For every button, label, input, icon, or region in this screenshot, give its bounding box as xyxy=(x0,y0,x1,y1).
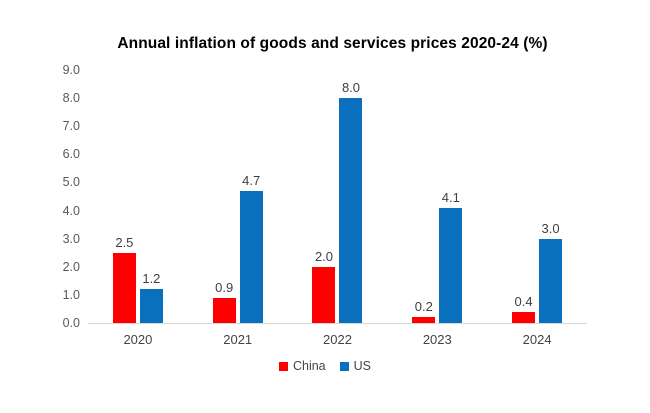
bar-group-2024: 0.4 3.0 xyxy=(487,70,587,323)
bar-china-2021 xyxy=(212,297,236,323)
y-axis-tick-label: 9.0 xyxy=(62,63,80,77)
data-label-us-2020: 1.2 xyxy=(142,271,161,287)
data-label-china-2021: 0.9 xyxy=(215,279,234,295)
y-axis-tick-label: 1.0 xyxy=(62,287,80,302)
bar-china-2020 xyxy=(112,252,136,323)
bar-group-2023: 0.2 4.1 xyxy=(387,70,487,323)
bar-wrap-china-2021: 0.9 xyxy=(212,279,236,323)
chart-title: Annual inflation of goods and services p… xyxy=(117,35,548,52)
bar-us-2023 xyxy=(439,207,463,323)
y-axis-tick-label: 8.0 xyxy=(62,91,80,106)
y-axis-tick-label: 4.0 xyxy=(62,203,80,218)
x-axis-label-2024: 2024 xyxy=(522,332,552,347)
x-axis: 2020 2021 2022 2023 2024 xyxy=(88,332,587,347)
bar-wrap-china-2020: 2.5 xyxy=(112,234,136,323)
legend-label-china: China xyxy=(292,359,326,373)
bar-us-2024 xyxy=(539,238,563,323)
data-label-china-2022: 2.0 xyxy=(314,248,334,264)
bar-wrap-china-2023: 0.2 xyxy=(412,299,436,323)
y-axis-tick-label: 3.0 xyxy=(62,231,80,246)
y-axis-tick-label: 2.0 xyxy=(62,259,80,274)
y-axis-tick-label: 6.0 xyxy=(62,147,80,162)
legend-swatch-us xyxy=(339,361,349,371)
data-label-china-2024: 0.4 xyxy=(514,293,533,309)
y-axis-tick-label: 7.0 xyxy=(62,119,80,134)
legend-label-us: US xyxy=(353,359,372,373)
bar-china-2022 xyxy=(312,266,336,323)
data-label-china-2023: 0.2 xyxy=(414,299,433,315)
data-label-us-2023: 4.1 xyxy=(441,189,460,205)
bar-wrap-us-2022: 8.0 xyxy=(339,80,363,323)
bar-wrap-us-2020: 1.2 xyxy=(139,271,163,323)
bar-wrap-us-2021: 4.7 xyxy=(239,172,263,323)
legend: China US xyxy=(0,359,650,373)
bar-china-2024 xyxy=(512,311,536,323)
bar-wrap-us-2023: 4.1 xyxy=(439,189,463,323)
bar-group-2020: 2.5 1.2 xyxy=(88,70,188,323)
plot-area: 2.5 1.2 0.9 4.7 2.0 8.0 0.2 4.1 0.4 3.0 xyxy=(88,70,587,324)
bar-wrap-china-2022: 2.0 xyxy=(312,248,336,323)
legend-item-china: China xyxy=(278,359,326,373)
bar-group-2022: 2.0 8.0 xyxy=(288,70,388,323)
x-axis-label-2022: 2022 xyxy=(323,332,352,347)
bar-wrap-china-2024: 0.4 xyxy=(512,293,536,323)
data-label-us-2024: 3.0 xyxy=(541,220,560,236)
bar-us-2020 xyxy=(139,289,163,323)
y-axis-tick-label: 5.0 xyxy=(62,175,80,190)
bar-wrap-us-2024: 3.0 xyxy=(539,220,563,323)
x-axis-label-2021: 2021 xyxy=(223,332,253,347)
legend-swatch-china xyxy=(278,361,288,371)
bar-us-2022 xyxy=(339,98,363,323)
bar-us-2021 xyxy=(239,190,263,323)
data-label-china-2020: 2.5 xyxy=(115,234,134,250)
data-label-us-2021: 4.7 xyxy=(242,172,261,188)
x-axis-label-2020: 2020 xyxy=(123,332,153,347)
x-axis-label-2023: 2023 xyxy=(422,332,452,347)
y-axis: 9.0 8.0 7.0 6.0 5.0 4.0 3.0 2.0 1.0 0.0 xyxy=(0,63,80,330)
legend-item-us: US xyxy=(339,359,372,373)
bar-china-2023 xyxy=(412,317,436,323)
data-label-us-2022: 8.0 xyxy=(341,80,361,96)
bar-group-2021: 0.9 4.7 xyxy=(188,70,288,323)
y-axis-tick-label: 0.0 xyxy=(62,316,80,330)
